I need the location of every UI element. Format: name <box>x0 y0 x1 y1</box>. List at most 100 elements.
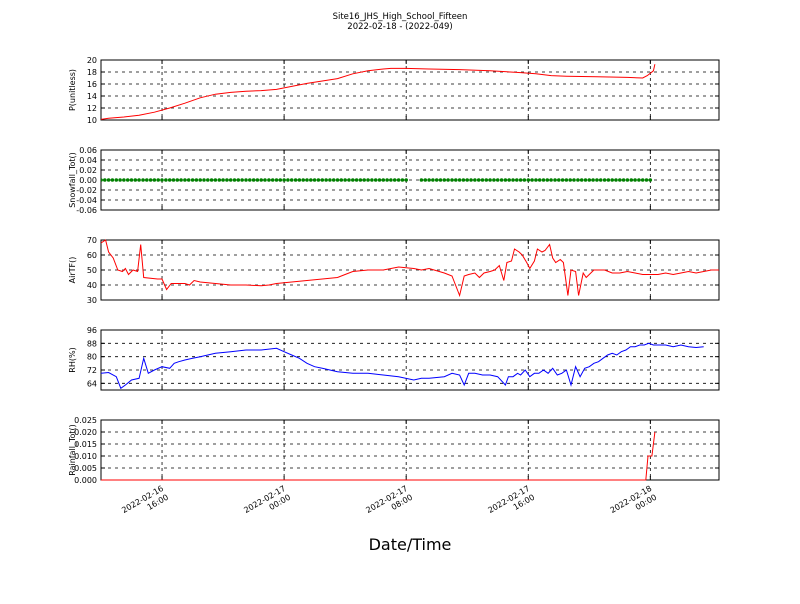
data-point <box>339 178 344 182</box>
data-point <box>534 178 538 182</box>
y-tick-label: 16 <box>87 80 97 89</box>
data-point <box>202 178 206 182</box>
data-point <box>476 178 481 182</box>
y-tick-label: 40 <box>87 281 97 290</box>
data-point <box>537 178 542 182</box>
y-tick-label: 30 <box>87 296 97 305</box>
series-line <box>101 239 719 298</box>
data-point <box>583 178 588 182</box>
data-point <box>522 178 527 182</box>
data-point <box>347 178 351 182</box>
data-point <box>244 178 248 182</box>
data-point <box>507 178 512 182</box>
y-tick-label: 0.020 <box>74 428 97 437</box>
data-point <box>309 178 313 182</box>
data-point <box>621 178 626 182</box>
data-point <box>301 178 306 182</box>
data-point <box>248 178 252 182</box>
data-point <box>557 178 561 182</box>
data-point <box>454 178 458 182</box>
data-point <box>495 178 500 182</box>
data-point <box>598 178 603 182</box>
data-point <box>293 178 298 182</box>
data-point <box>595 178 599 182</box>
y-tick-label: 20 <box>87 56 97 65</box>
y-tick-label: -0.04 <box>76 196 97 205</box>
y-tick-label: 50 <box>87 266 97 275</box>
data-point <box>316 178 321 182</box>
data-point <box>381 178 386 182</box>
data-point <box>114 178 119 182</box>
y-tick-label: 96 <box>87 326 97 335</box>
data-point <box>278 178 283 182</box>
data-point <box>396 178 401 182</box>
panel-frame <box>100 59 720 121</box>
data-point <box>633 178 637 182</box>
y-tick-label: 0.06 <box>79 146 97 155</box>
data-point <box>305 178 309 182</box>
y-tick-label: 0.000 <box>74 476 97 485</box>
data-point <box>221 178 225 182</box>
data-point <box>640 178 645 182</box>
y-axis-label: Rainfall_Tot() <box>68 424 77 476</box>
data-point <box>274 178 279 182</box>
data-point <box>560 178 565 182</box>
data-point <box>576 178 580 182</box>
data-point <box>125 178 130 182</box>
data-point <box>312 178 317 182</box>
y-axis-label: P(unitless) <box>68 69 77 111</box>
data-point <box>366 178 370 182</box>
series-line <box>101 64 656 120</box>
data-point <box>103 178 107 182</box>
panel-frame <box>100 419 720 481</box>
y-axis-label: RH(%) <box>68 347 77 372</box>
y-tick-label: 0.025 <box>74 416 97 425</box>
y-tick-label: 72 <box>87 366 97 375</box>
y-tick-label: 60 <box>87 251 97 260</box>
data-point <box>122 178 126 182</box>
y-tick-label: 0.005 <box>74 464 97 473</box>
data-point <box>198 178 202 182</box>
data-point <box>190 178 195 182</box>
y-tick-label: 88 <box>87 339 97 348</box>
data-point <box>644 178 649 182</box>
data-point <box>541 178 546 182</box>
data-point <box>618 178 622 182</box>
data-point <box>183 178 187 182</box>
y-tick-label: 80 <box>87 353 97 362</box>
chart-title: Site16_JHS_High_School_Fifteen <box>333 12 468 22</box>
data-point <box>423 178 428 182</box>
data-point <box>434 178 439 182</box>
series-line <box>101 342 704 390</box>
y-tick-label: 12 <box>87 104 97 113</box>
y-tick-label: 70 <box>87 236 97 245</box>
data-point <box>518 178 523 182</box>
data-point <box>602 178 607 182</box>
y-tick-label: 0.015 <box>74 440 97 449</box>
data-point <box>297 178 302 182</box>
data-point <box>629 178 634 182</box>
data-point <box>106 178 111 182</box>
data-point <box>591 178 595 182</box>
data-point <box>579 178 584 182</box>
data-point <box>236 178 241 182</box>
data-point <box>232 178 237 182</box>
data-point <box>442 178 447 182</box>
data-point <box>461 178 466 182</box>
data-point <box>354 178 359 182</box>
data-point <box>625 178 630 182</box>
data-point <box>179 178 183 182</box>
data-point <box>438 178 443 182</box>
data-point <box>213 178 218 182</box>
data-point <box>568 178 572 182</box>
data-point <box>141 178 145 182</box>
data-point <box>587 178 592 182</box>
data-point <box>324 178 328 182</box>
data-point <box>167 178 172 182</box>
series-line <box>101 431 656 481</box>
data-point <box>400 178 405 182</box>
data-point <box>351 178 355 182</box>
